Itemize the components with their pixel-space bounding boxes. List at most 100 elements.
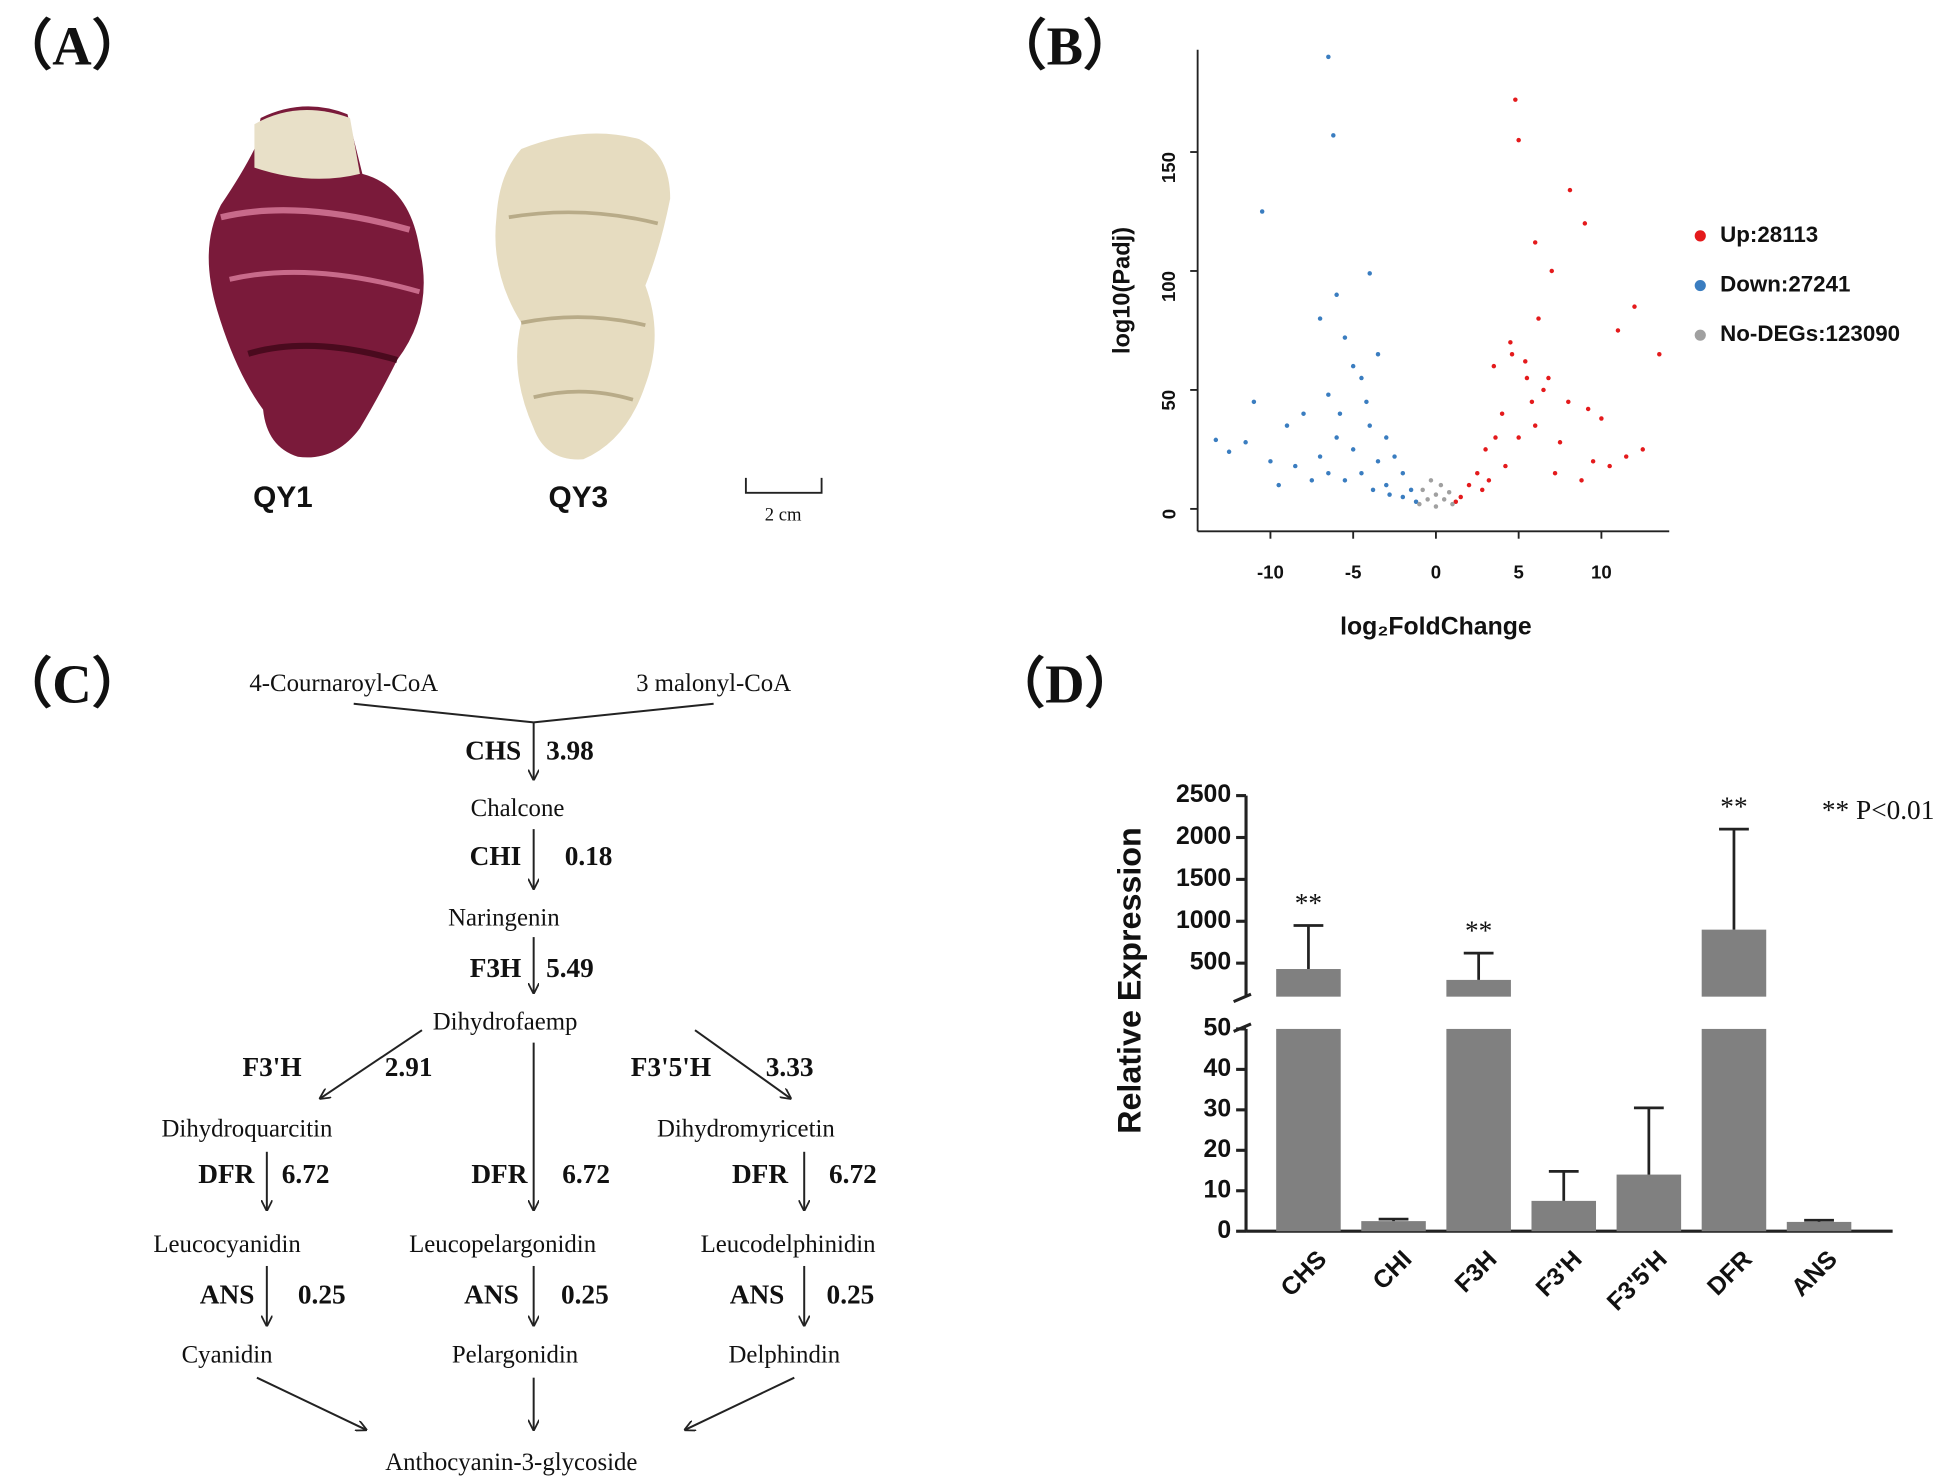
- point: [1546, 375, 1551, 381]
- point: [1486, 478, 1492, 483]
- y-tick-label: 10: [1204, 1176, 1232, 1203]
- point: [1413, 499, 1419, 504]
- legend-label: Up:28113: [1720, 222, 1818, 247]
- point: [1532, 423, 1538, 428]
- bar: [1276, 1028, 1341, 1232]
- point: [1458, 494, 1463, 500]
- error-bar: [1804, 1218, 1834, 1222]
- bar: [1701, 1028, 1767, 1232]
- point: [1337, 411, 1343, 416]
- pathway-node: Dihydrofaemp: [433, 1009, 578, 1036]
- enzyme-value: 3.33: [766, 1052, 814, 1082]
- point: [1213, 437, 1219, 443]
- point: [1453, 499, 1459, 504]
- sample-label: QY3: [549, 481, 609, 514]
- point: [1226, 449, 1232, 455]
- point: [1392, 454, 1397, 459]
- enzyme-name: ANS: [464, 1279, 519, 1309]
- point: [1384, 435, 1389, 440]
- error-bar: [1463, 951, 1494, 980]
- point: [1466, 482, 1472, 488]
- point: [1387, 492, 1392, 497]
- enzyme-value: 5.49: [546, 953, 594, 983]
- bar: [1616, 1174, 1682, 1232]
- tuber-qy3: [495, 133, 671, 460]
- sample-label: QY1: [253, 481, 313, 514]
- pathway-node: Chalcone: [471, 795, 565, 822]
- y-tick-label: 0: [1158, 509, 1179, 519]
- x-tick-label: 10: [1591, 561, 1612, 582]
- x-tick-label: DFR: [1703, 1246, 1758, 1301]
- significance: **: [1295, 888, 1322, 918]
- point: [1516, 435, 1521, 440]
- y-tick-label: 100: [1158, 271, 1179, 302]
- point: [1513, 97, 1518, 102]
- point: [1599, 416, 1604, 421]
- enzyme-name: ANS: [730, 1279, 785, 1309]
- point: [1326, 392, 1331, 397]
- legend-marker: [1694, 230, 1706, 242]
- y-tick-label: 50: [1158, 390, 1179, 411]
- point: [1508, 340, 1513, 345]
- legend-label: No-DEGs:123090: [1720, 321, 1900, 346]
- tuber-qy1: [208, 106, 424, 458]
- bar: [1446, 979, 1511, 997]
- bar: [1701, 929, 1767, 997]
- point: [1615, 328, 1621, 333]
- legend-marker: [1694, 329, 1706, 341]
- y-tick-label: 0: [1217, 1217, 1231, 1244]
- scale-label: 2 cm: [765, 505, 802, 526]
- enzyme-value: 0.25: [827, 1279, 875, 1309]
- point: [1334, 435, 1339, 440]
- axis-break: [1233, 992, 1252, 1004]
- x-tick-label: CHI: [1368, 1246, 1417, 1295]
- error-bar: [1633, 1106, 1664, 1175]
- x-tick-label: ANS: [1787, 1246, 1843, 1302]
- point: [1342, 335, 1348, 340]
- point: [1326, 470, 1331, 476]
- enzyme-name: CHI: [470, 841, 522, 871]
- point: [1331, 133, 1336, 138]
- point: [1350, 447, 1356, 452]
- point: [1428, 478, 1434, 483]
- enzyme-name: F3H: [470, 953, 522, 983]
- y-tick-label: 500: [1190, 949, 1231, 976]
- point: [1367, 423, 1372, 428]
- error-bar: [1293, 924, 1324, 970]
- x-tick-label: -10: [1257, 561, 1284, 582]
- point: [1483, 447, 1488, 452]
- point: [1359, 470, 1364, 476]
- point: [1326, 54, 1331, 60]
- point: [1276, 482, 1281, 488]
- point: [1450, 501, 1455, 507]
- point: [1367, 271, 1372, 276]
- enzyme-name: DFR: [471, 1159, 527, 1189]
- point: [1567, 187, 1573, 193]
- legend-label: Down:27241: [1720, 271, 1850, 296]
- point: [1499, 411, 1505, 416]
- enzyme-name: DFR: [198, 1159, 254, 1189]
- point: [1557, 440, 1563, 445]
- point: [1317, 316, 1323, 321]
- point: [1420, 487, 1425, 493]
- pathway-node: Anthocyanin-3-glycoside: [385, 1449, 637, 1476]
- point: [1590, 459, 1596, 464]
- x-tick-label: CHS: [1276, 1246, 1332, 1302]
- point: [1523, 359, 1528, 364]
- pathway-node: Leucodelphinidin: [701, 1231, 877, 1258]
- point: [1529, 399, 1535, 405]
- point: [1509, 352, 1515, 357]
- legend-marker: [1694, 279, 1706, 292]
- point: [1607, 463, 1612, 469]
- enzyme-name: ANS: [200, 1279, 255, 1309]
- x-tick-label: 0: [1431, 561, 1441, 582]
- enzyme-value: 0.25: [561, 1279, 609, 1309]
- point: [1541, 387, 1546, 393]
- point: [1342, 478, 1348, 483]
- pathway-node: Leucopelargonidin: [409, 1231, 597, 1258]
- point: [1632, 304, 1637, 309]
- y-tick-label: 1000: [1176, 907, 1231, 934]
- enzyme-value: 6.72: [829, 1159, 877, 1189]
- enzyme-value: 3.98: [546, 736, 594, 766]
- point: [1438, 482, 1444, 488]
